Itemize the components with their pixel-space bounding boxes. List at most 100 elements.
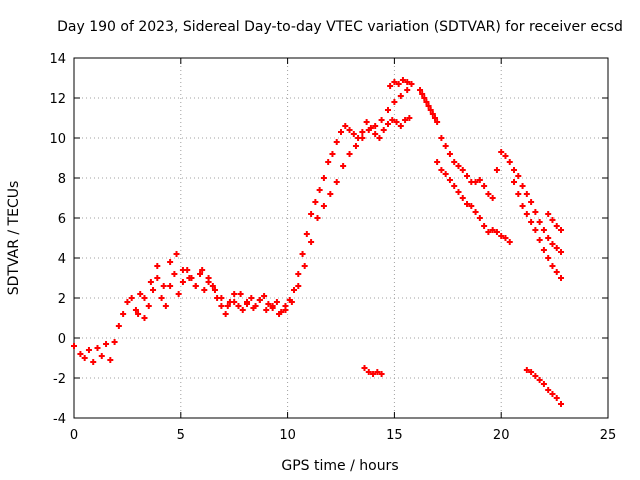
data-point bbox=[528, 219, 535, 225]
data-point bbox=[372, 123, 379, 129]
data-point bbox=[179, 267, 186, 273]
data-point bbox=[224, 303, 231, 309]
data-point bbox=[438, 167, 445, 173]
data-point bbox=[451, 183, 458, 189]
data-point bbox=[425, 103, 432, 109]
y-tick-label: 12 bbox=[49, 92, 66, 107]
data-point bbox=[523, 211, 530, 217]
x-tick-label: 10 bbox=[279, 428, 296, 443]
y-tick-label: 0 bbox=[58, 332, 66, 347]
data-point bbox=[459, 195, 466, 201]
data-point bbox=[301, 263, 308, 269]
data-point bbox=[442, 143, 449, 149]
data-point bbox=[77, 351, 84, 357]
data-point bbox=[218, 303, 225, 309]
data-point bbox=[261, 293, 268, 299]
data-point bbox=[231, 299, 238, 305]
data-point bbox=[320, 203, 327, 209]
data-point bbox=[515, 191, 522, 197]
data-point bbox=[179, 279, 186, 285]
data-point bbox=[128, 295, 135, 301]
data-point bbox=[282, 307, 289, 313]
x-tick-label: 5 bbox=[177, 428, 185, 443]
data-point bbox=[199, 267, 206, 273]
x-axis-label: GPS time / hours bbox=[281, 458, 398, 474]
data-point bbox=[273, 299, 280, 305]
data-point bbox=[350, 131, 357, 137]
grid-lines bbox=[74, 58, 608, 418]
series-descent-a bbox=[438, 135, 565, 255]
data-point bbox=[389, 117, 396, 123]
data-point bbox=[329, 151, 336, 157]
data-point bbox=[340, 163, 347, 169]
data-point bbox=[553, 395, 560, 401]
data-point bbox=[549, 263, 556, 269]
data-point bbox=[391, 79, 398, 85]
data-point bbox=[399, 77, 406, 83]
data-point bbox=[248, 295, 255, 301]
data-point bbox=[502, 153, 509, 159]
data-point bbox=[442, 171, 449, 177]
series-late-cluster bbox=[545, 211, 565, 233]
data-point bbox=[295, 283, 302, 289]
data-point bbox=[536, 377, 543, 383]
data-point bbox=[137, 291, 144, 297]
data-point bbox=[404, 79, 411, 85]
data-point bbox=[365, 127, 372, 133]
data-point bbox=[545, 235, 552, 241]
data-point bbox=[71, 343, 77, 349]
data-point bbox=[511, 167, 518, 173]
data-point bbox=[291, 287, 298, 293]
data-point bbox=[397, 93, 404, 99]
data-point bbox=[160, 283, 167, 289]
axis-ticks bbox=[73, 57, 609, 419]
y-axis-label: SDTVAR / TECUs bbox=[6, 181, 22, 296]
data-point bbox=[103, 341, 110, 347]
data-point bbox=[162, 303, 169, 309]
data-point bbox=[378, 117, 385, 123]
data-point bbox=[429, 111, 436, 117]
data-point bbox=[498, 149, 505, 155]
series-low-cluster-a bbox=[361, 365, 385, 377]
data-point bbox=[553, 269, 560, 275]
data-point bbox=[489, 227, 496, 233]
data-point bbox=[361, 365, 368, 371]
data-point bbox=[427, 107, 434, 113]
data-point bbox=[493, 167, 500, 173]
data-point bbox=[269, 303, 276, 309]
data-point bbox=[421, 95, 428, 101]
y-tick-label: 10 bbox=[49, 132, 66, 147]
data-point bbox=[359, 129, 366, 135]
data-point bbox=[158, 295, 165, 301]
data-point bbox=[380, 127, 387, 133]
data-point bbox=[295, 271, 302, 277]
data-point bbox=[472, 209, 479, 215]
data-point bbox=[464, 173, 471, 179]
data-point bbox=[376, 135, 383, 141]
data-point bbox=[250, 305, 257, 311]
data-point bbox=[532, 227, 539, 233]
data-point bbox=[393, 119, 400, 125]
data-point bbox=[489, 195, 496, 201]
data-point bbox=[111, 339, 118, 345]
data-point bbox=[523, 367, 530, 373]
data-point bbox=[325, 159, 332, 165]
data-point bbox=[365, 369, 372, 375]
data-point bbox=[558, 249, 565, 255]
data-point bbox=[201, 287, 208, 293]
data-point bbox=[549, 217, 556, 223]
data-point bbox=[167, 259, 174, 265]
data-point bbox=[314, 215, 321, 221]
data-point bbox=[540, 381, 547, 387]
data-point bbox=[536, 219, 543, 225]
x-tick-label: 0 bbox=[70, 428, 78, 443]
y-tick-label: 2 bbox=[58, 292, 66, 307]
data-point bbox=[532, 209, 539, 215]
data-point bbox=[175, 291, 182, 297]
data-point bbox=[276, 311, 283, 317]
data-point bbox=[472, 179, 479, 185]
data-point bbox=[288, 299, 295, 305]
data-point bbox=[498, 233, 505, 239]
data-point bbox=[342, 123, 349, 129]
data-point bbox=[145, 303, 152, 309]
